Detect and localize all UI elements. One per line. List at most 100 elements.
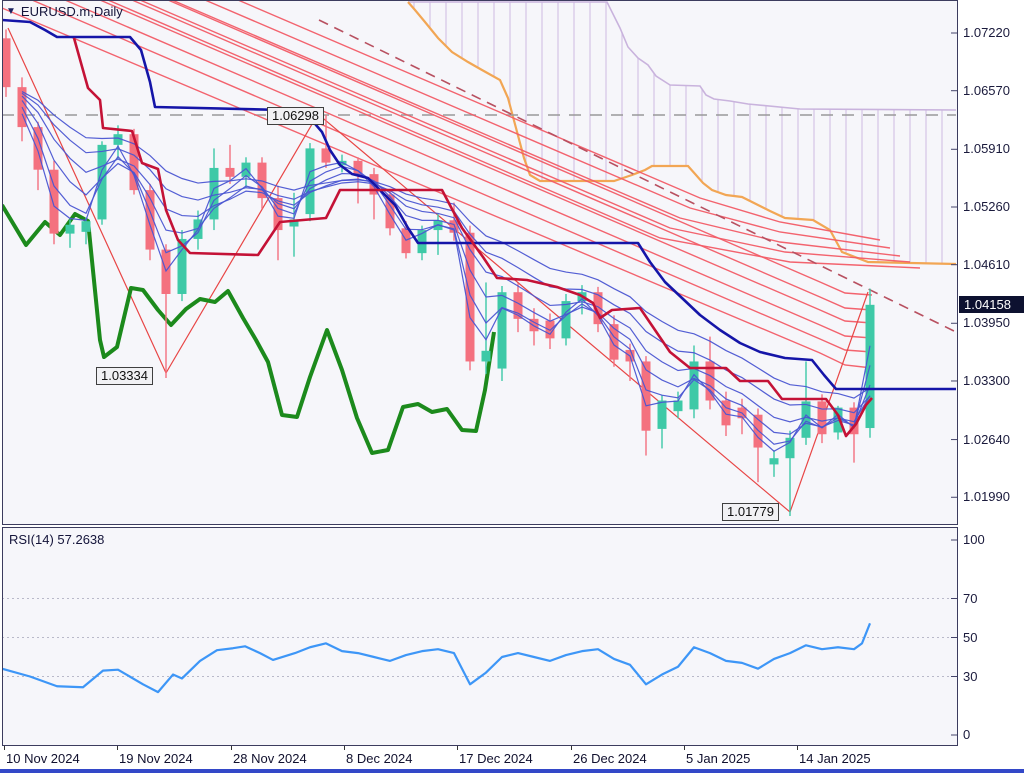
price-marker-box: 1.06298 [267,107,324,125]
red-fan-lines [2,0,921,369]
symbol-timeframe-text: EURUSD.m,Daily [20,4,123,19]
fan-line [131,0,873,311]
ema-line [21,100,871,435]
candle-body [721,400,731,426]
fan-line [64,0,873,339]
fan-line [204,0,891,249]
time-tick [571,746,572,750]
price-axis-label: 1.03300 [963,372,1010,388]
time-tick [797,746,798,750]
price-axis-label: 1.01990 [963,489,1010,505]
time-tick [684,746,685,750]
navy-step-line [2,18,956,391]
candle-body [65,224,75,234]
candle-body [785,437,795,459]
candle-body [273,198,283,231]
candle-body [289,219,299,227]
current-price-badge: 1.04158 [959,295,1024,313]
candle-body [417,230,427,254]
fan-line [237,0,881,241]
candle-body [769,458,779,465]
candle-body [129,134,139,191]
price-axis-label: 1.05910 [963,141,1010,157]
date-label: 8 Dec 2024 [346,751,413,766]
candle-body [81,221,91,232]
fan-line [171,0,901,257]
cloud-upper-boundary [408,1,957,111]
rsi-axis-label: 0 [963,727,971,742]
symbol-label: ▼ EURUSD.m,Daily [6,4,123,19]
candle-body [545,320,555,339]
bottom-window-edge [0,769,1024,773]
ma-ribbon [21,91,871,452]
candle-body [481,350,491,362]
rsi-axis-label: 70 [963,590,978,606]
candle-body [561,301,571,339]
date-label: 17 Dec 2024 [459,751,533,766]
candle-body [241,162,251,177]
candle-body [497,292,507,369]
candle-body [641,361,651,431]
candle-body [513,292,523,319]
time-tick [117,746,118,750]
price-axis-label: 1.02640 [963,431,1010,447]
date-label: 28 Nov 2024 [233,751,307,766]
price-marker-box: 1.01779 [722,503,779,521]
date-label: 14 Jan 2025 [799,751,871,766]
candle-body [609,324,619,360]
date-label: 19 Nov 2024 [119,751,193,766]
fan-line [99,0,873,324]
rsi-chart-canvas[interactable] [2,527,958,746]
candle-body [385,194,395,229]
rsi-axis-label: 100 [963,532,985,547]
rsi-axis-label: 50 [963,629,978,645]
candle-body [673,400,683,412]
main-chart-canvas[interactable] [2,0,958,525]
fan-line [2,7,873,369]
candle-body [801,401,811,438]
candle-body [753,414,763,448]
candle-body [817,401,827,435]
fan-line [139,0,911,263]
rsi-axis-label: 30 [963,668,978,684]
price-axis-label: 1.07220 [963,25,1010,40]
candle-body [145,190,155,250]
candle-body [33,127,43,170]
candle-body [17,87,27,128]
ema-line [21,95,871,423]
candle-body [593,292,603,325]
candle-body [657,400,667,429]
price-axis-label: 1.06570 [963,82,1010,98]
price-axis-label: 1.05260 [963,198,1010,214]
price-pane-border [2,0,958,525]
ema-line [21,106,871,445]
candle-body [225,167,235,177]
symbol-marker-icon: ▼ [6,5,16,17]
rsi-pane-border [2,527,958,746]
candle-body [705,361,715,401]
price-axis-label: 1.04610 [963,256,1010,272]
candle-body [321,148,331,163]
candle-body [449,220,459,233]
candle-body [113,134,123,145]
candle-body [529,318,539,332]
price-axis-label: 1.03950 [963,315,1010,331]
fan-line [167,0,873,296]
candle-body [177,238,187,294]
date-label: 5 Jan 2025 [686,751,751,766]
candle-body [2,38,11,88]
rsi-line [2,622,872,694]
fan-line [107,0,921,269]
candle-body [257,162,267,199]
candle-body [97,144,107,220]
fan-line [31,0,873,353]
crimson-step-line [72,37,873,438]
candle-body [49,169,59,234]
cloud-lower-boundary [407,1,957,266]
time-tick [4,746,5,750]
candle-body [353,160,363,176]
rsi-pane-background [2,527,958,746]
time-tick [344,746,345,750]
time-tick [457,746,458,750]
